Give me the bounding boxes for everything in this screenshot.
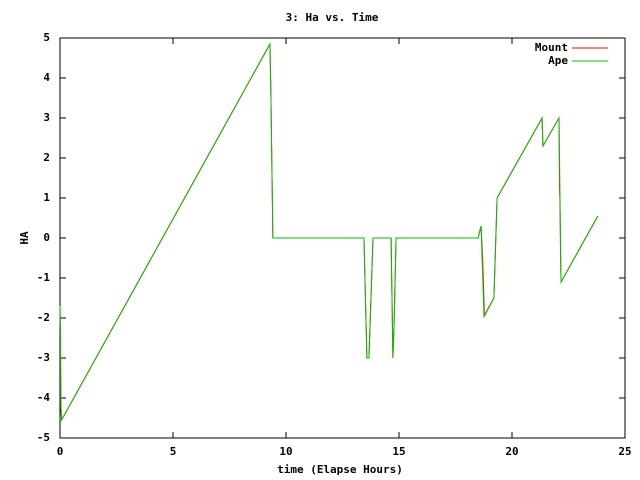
- y-tick-label: 2: [43, 151, 50, 164]
- y-tick-label: 1: [43, 191, 50, 204]
- y-tick-label: -5: [37, 431, 50, 444]
- y-tick-label: -1: [37, 271, 51, 284]
- x-axis-label: time (Elapse Hours): [277, 463, 403, 476]
- x-tick-label: 0: [57, 445, 64, 458]
- chart-title: 3: Ha vs. Time: [286, 11, 379, 24]
- x-tick-label: 25: [618, 445, 631, 458]
- y-tick-label: 5: [43, 31, 50, 44]
- y-tick-label: -2: [37, 311, 50, 324]
- legend-label: Ape: [548, 54, 568, 67]
- legend-label: Mount: [535, 41, 568, 54]
- y-tick-label: 4: [43, 71, 50, 84]
- y-tick-label: -3: [37, 351, 50, 364]
- y-axis-label: HA: [18, 231, 31, 245]
- x-tick-label: 15: [392, 445, 405, 458]
- x-tick-label: 20: [505, 445, 518, 458]
- y-tick-label: 3: [43, 111, 50, 124]
- y-tick-label: -4: [37, 391, 51, 404]
- series-line: [59, 42, 599, 422]
- x-tick-label: 10: [279, 445, 292, 458]
- y-tick-label: 0: [43, 231, 50, 244]
- x-tick-label: 5: [170, 445, 177, 458]
